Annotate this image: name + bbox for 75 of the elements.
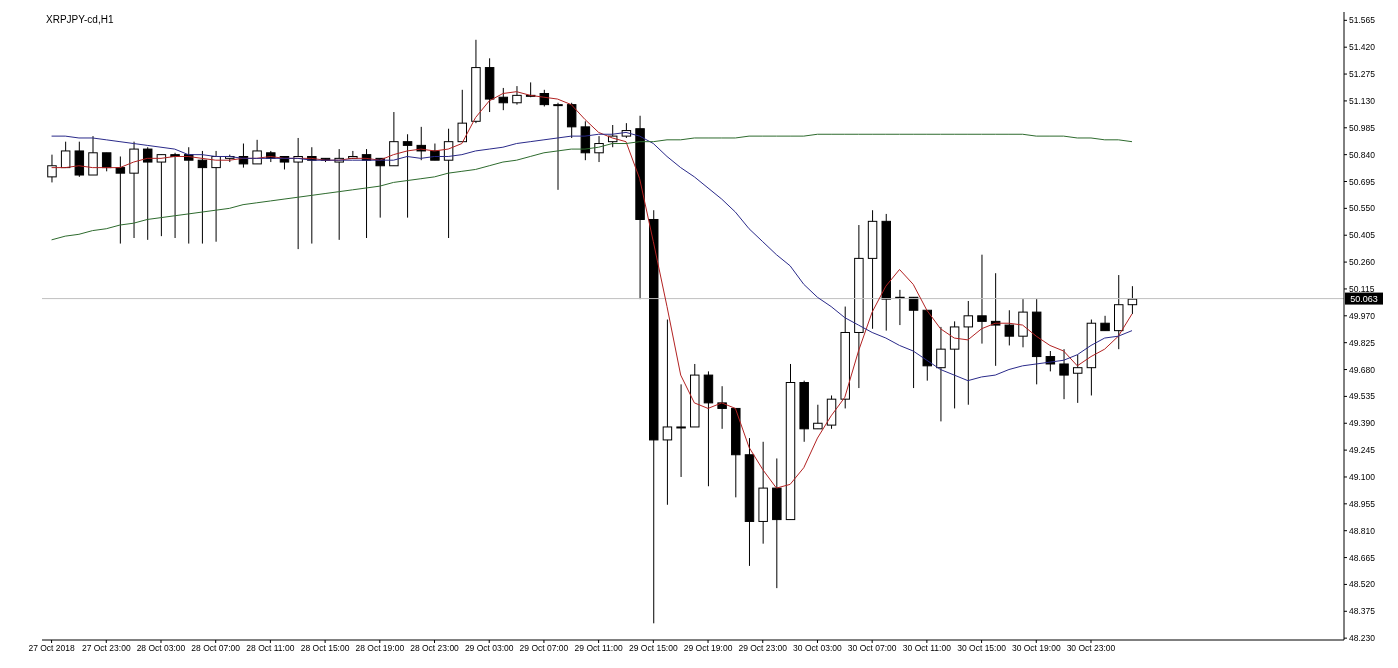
candlestick (498, 87, 509, 111)
y-tick-label: 48.230 (1349, 633, 1376, 644)
x-tick-label: 28 Oct 19:00 (355, 643, 405, 654)
y-tick-label: 49.245 (1349, 445, 1376, 456)
x-tick-label: 30 Oct 19:00 (1011, 643, 1061, 654)
candlestick (101, 152, 112, 172)
candlestick (47, 154, 57, 183)
x-tick-label: 29 Oct 23:00 (738, 643, 788, 654)
x-tick-label: 29 Oct 19:00 (683, 643, 733, 654)
candlestick (662, 319, 673, 506)
candlestick (60, 141, 71, 169)
y-tick-label: 51.130 (1349, 95, 1376, 106)
ref-line-label: 50.063 (1350, 293, 1378, 304)
y-tick-label: 50.260 (1349, 257, 1376, 268)
candlestick (813, 404, 823, 430)
x-tick-label: 29 Oct 15:00 (629, 643, 678, 654)
candlestick (512, 85, 522, 106)
candlestick (197, 150, 208, 245)
candlestick (1004, 309, 1015, 346)
x-tick-label: 28 Oct 11:00 (246, 643, 295, 654)
candlestick (293, 137, 303, 250)
x-tick-label: 30 Oct 03:00 (793, 643, 843, 654)
y-tick-label: 50.695 (1349, 176, 1376, 187)
x-tick-label: 29 Oct 03:00 (464, 643, 514, 654)
y-tick-label: 50.115 (1349, 283, 1375, 294)
candlestick (676, 383, 686, 478)
candlestick (949, 320, 960, 409)
x-tick-label: 30 Oct 15:00 (957, 643, 1007, 654)
candlestick (963, 300, 974, 406)
candlestick (977, 254, 987, 345)
x-tick-label: 28 Oct 03:00 (136, 643, 186, 654)
y-tick-label: 49.680 (1349, 364, 1376, 375)
candlestick (553, 102, 563, 191)
candlestick (457, 89, 468, 143)
x-tick-label: 28 Oct 07:00 (191, 643, 241, 654)
y-tick-label: 50.550 (1349, 203, 1376, 214)
x-tick-label: 30 Oct 11:00 (902, 643, 952, 654)
y-tick-label: 50.405 (1349, 230, 1376, 241)
y-tick-label: 49.970 (1349, 310, 1376, 321)
y-tick-label: 50.985 (1349, 122, 1376, 133)
y-tick-label: 51.565 (1349, 15, 1376, 26)
candlestick (566, 102, 577, 139)
line-series (51, 133, 1133, 241)
y-tick-label: 51.420 (1349, 42, 1376, 53)
x-tick-label: 27 Oct 2018 (28, 643, 75, 654)
y-tick-label: 48.375 (1349, 606, 1376, 617)
candlestick (88, 135, 98, 176)
candlestick (1072, 354, 1083, 404)
y-tick-label: 50.840 (1349, 149, 1376, 160)
candlestick (252, 139, 262, 165)
line-series (51, 131, 1133, 382)
x-tick-label: 28 Oct 23:00 (410, 643, 460, 654)
candlestick (1100, 315, 1110, 332)
x-tick-label: 28 Oct 15:00 (300, 643, 350, 654)
y-tick-label: 49.100 (1349, 472, 1376, 482)
y-tick-label: 51.275 (1349, 69, 1376, 80)
x-tick-label: 27 Oct 23:00 (81, 643, 131, 654)
x-tick-label: 29 Oct 07:00 (519, 643, 569, 654)
candlestick (115, 156, 126, 245)
candlestick (936, 326, 946, 422)
x-tick-label: 30 Oct 07:00 (847, 643, 897, 654)
y-tick-label: 48.665 (1349, 552, 1376, 563)
y-tick-label: 48.955 (1349, 498, 1376, 509)
candlestick (156, 154, 167, 237)
y-tick-label: 49.535 (1349, 391, 1376, 402)
x-tick-label: 30 Oct 23:00 (1066, 643, 1116, 654)
candlestick (1059, 348, 1069, 400)
y-tick-label: 49.825 (1349, 337, 1376, 348)
y-tick-label: 48.810 (1349, 525, 1376, 536)
y-tick-label: 49.390 (1349, 418, 1376, 429)
y-tick-label: 48.520 (1349, 579, 1376, 590)
candlestick (402, 133, 413, 219)
candlestick (142, 146, 153, 241)
chart-title: XRPJPY-cd,H1 (46, 14, 114, 25)
x-tick-label: 29 Oct 11:00 (574, 643, 623, 654)
